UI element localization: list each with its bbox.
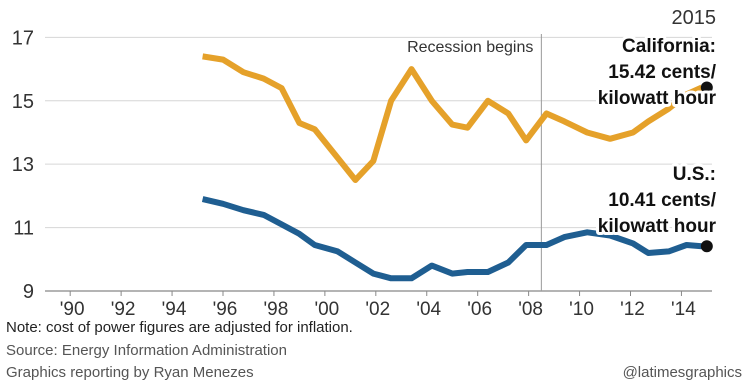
- year-label: 2015: [672, 7, 717, 29]
- end-label-halo: kilowatt hour: [598, 216, 717, 237]
- series-lines: [201, 53, 713, 282]
- x-tick-label: '08: [518, 299, 543, 318]
- y-tick-label: 13: [12, 154, 34, 176]
- end-point-ca: [700, 81, 713, 94]
- y-tick-label: 15: [12, 91, 34, 113]
- line-chart: 9 11 13 15 17 '90 '92 '94 '96 '98 '00 '02 '04 '06 '08…: [11, 7, 720, 318]
- x-tick-label: '10: [569, 299, 594, 318]
- end-label-halo: 10.41 cents/: [608, 190, 716, 211]
- end-label-us: 10.41 cents/: [608, 190, 716, 211]
- end-label-ca: California:: [622, 36, 716, 57]
- end-label-halo: California:: [622, 36, 716, 57]
- x-tick-label: '02: [365, 299, 390, 318]
- x-tick-label: '14: [671, 299, 696, 318]
- series-line-ca: [202, 53, 704, 183]
- x-tick-label: '12: [620, 299, 645, 318]
- chart-source: Source: Energy Information Administratio…: [6, 342, 287, 359]
- x-tick-label: '96: [213, 299, 238, 318]
- series-line-us: [201, 196, 703, 282]
- x-tick-label: '92: [111, 299, 136, 318]
- recession-label: Recession begins: [407, 39, 533, 56]
- x-tick-label: '98: [264, 299, 289, 318]
- x-tick-label: '00: [314, 299, 339, 318]
- x-tick-label: '04: [416, 299, 441, 318]
- end-label-us: kilowatt hour: [598, 216, 717, 237]
- y-tick-label: 17: [12, 27, 34, 49]
- chart-handle: @latimesgraphics: [622, 364, 742, 381]
- end-labels: California:California:15.42 cents/15.42 …: [595, 33, 720, 240]
- chart-note: Note: cost of power figures are adjusted…: [6, 319, 353, 336]
- y-tick-label: 9: [23, 281, 34, 303]
- end-label-halo: U.S.:: [673, 164, 716, 185]
- x-tick-label: '06: [467, 299, 492, 318]
- end-point-us: [700, 240, 713, 253]
- end-label-halo: kilowatt hour: [598, 88, 717, 109]
- x-tick-label: '90: [60, 299, 85, 318]
- end-label-ca: kilowatt hour: [598, 88, 717, 109]
- end-label-ca: 15.42 cents/: [608, 62, 716, 83]
- end-label-us: U.S.:: [673, 164, 716, 185]
- end-label-halo: 15.42 cents/: [608, 62, 716, 83]
- chart-credit: Graphics reporting by Ryan Menezes: [6, 364, 254, 381]
- gridlines: [45, 36, 712, 292]
- x-axis-ticks: '90 '92 '94 '96 '98 '00 '02 '04 '06 '08 '10 '12 '14: [60, 291, 696, 318]
- x-tick-label: '94: [162, 299, 187, 318]
- y-axis-ticks: 9 11 13 15 17: [12, 27, 34, 303]
- y-tick-label: 11: [13, 218, 34, 240]
